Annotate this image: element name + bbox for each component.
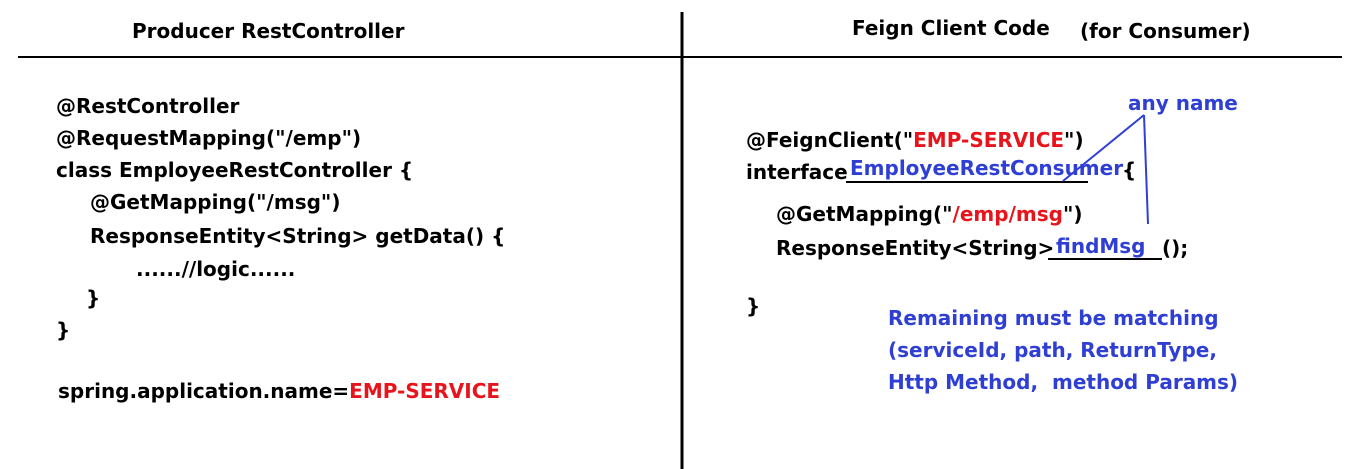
code-line-getmapping: @GetMapping("/msg") — [90, 190, 341, 214]
method-suffix: (); — [1162, 236, 1189, 260]
feign-heading-suffix: (for Consumer) — [1080, 19, 1251, 43]
interface-brace: { — [1122, 158, 1137, 182]
note-line-3: Http Method, method Params) — [888, 370, 1239, 394]
feign-service-id: EMP-SERVICE — [913, 128, 1065, 152]
code-line-requestmapping: @RequestMapping("/emp") — [56, 126, 362, 150]
producer-heading: Producer RestController — [132, 19, 405, 43]
note-line-2: (serviceId, path, ReturnType, — [888, 338, 1217, 362]
getmapping-line: @GetMapping("/emp/msg") — [776, 204, 1083, 224]
get-suffix: ") — [1062, 202, 1083, 226]
note-line-1: Remaining must be matching — [888, 306, 1219, 330]
feignclient-line: @FeignClient("EMP-SERVICE") — [746, 130, 1084, 150]
pointer-line-interface — [1062, 114, 1145, 182]
code-line-logic: ......//logic...... — [136, 257, 296, 281]
app-name-line: spring.application.name=EMP-SERVICE — [58, 381, 500, 401]
feign-heading: Feign Client Code — [852, 16, 1050, 40]
feign-suffix: ") — [1064, 128, 1084, 152]
code-line-getdata: ResponseEntity<String> getData() { — [90, 224, 506, 248]
get-path: /emp/msg — [952, 202, 1063, 226]
app-name-value: EMP-SERVICE — [349, 379, 501, 403]
feign-prefix: @FeignClient(" — [746, 128, 914, 152]
method-name: findMsg — [1056, 234, 1146, 258]
pointer-line-method — [1143, 114, 1149, 225]
interface-name: EmployeeRestConsumer — [850, 156, 1124, 180]
code-line-class-close: } — [56, 318, 71, 342]
any-name-label: any name — [1128, 91, 1238, 115]
response-type: ResponseEntity<String> — [776, 236, 1055, 260]
code-line-method-close: } — [86, 286, 101, 310]
app-name-prefix: spring.application.name= — [58, 379, 350, 403]
code-line-restcontroller: @RestController — [56, 94, 240, 118]
interface-keyword: interface — [746, 160, 848, 184]
get-prefix: @GetMapping(" — [776, 202, 953, 226]
interface-close-brace: } — [746, 294, 761, 318]
code-line-class: class EmployeeRestController { — [56, 158, 414, 182]
